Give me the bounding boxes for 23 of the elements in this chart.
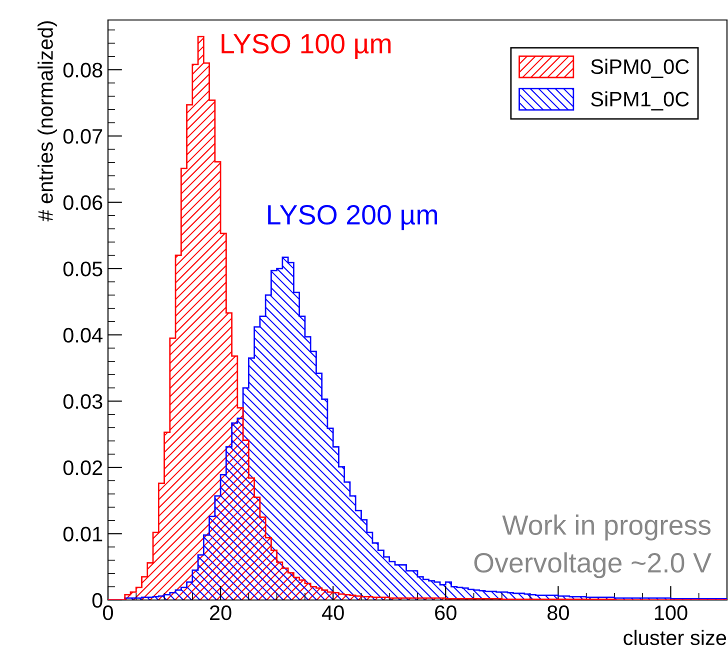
- annotation: LYSO 100 µm: [222, 34, 391, 60]
- x-tick-label: 20: [210, 605, 232, 620]
- legend-label: SiPM0_0C: [591, 58, 689, 78]
- annotation: Overvoltage ~2.0 V: [474, 552, 712, 578]
- x-tick-label: 40: [322, 605, 344, 620]
- x-tick-label: 100: [654, 605, 688, 620]
- y-axis-title: # entries (normalized): [38, 21, 58, 222]
- x-axis-title: cluster size: [624, 630, 726, 646]
- y-tick-label: 0.02: [63, 460, 102, 476]
- y-tick-label: 0.04: [63, 328, 103, 343]
- y-tick-label: 0.06: [63, 195, 102, 210]
- x-tick-label: 0: [103, 605, 113, 620]
- x-tick-label: 80: [548, 605, 569, 620]
- y-tick-label: 0.05: [63, 262, 102, 276]
- legend-label: SiPM1_0C: [591, 91, 689, 110]
- y-tick-label: 0.01: [63, 526, 102, 542]
- y-tick-label: 0.03: [63, 394, 102, 409]
- y-tick-label: 0: [92, 593, 102, 608]
- x-tick-label: 60: [435, 605, 456, 620]
- y-tick-label: 0.07: [63, 129, 102, 144]
- annotation: Work in progress: [502, 514, 711, 540]
- y-tick-label: 0.08: [63, 62, 102, 78]
- annotation: LYSO 200 µm: [268, 204, 437, 230]
